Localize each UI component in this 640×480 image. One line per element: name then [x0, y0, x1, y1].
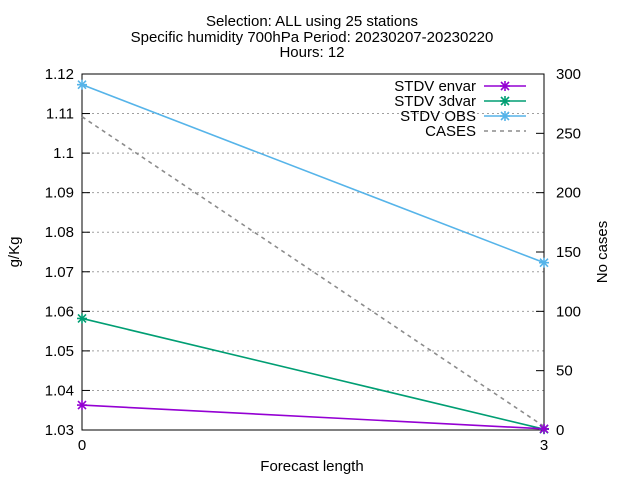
- y-tick-label: 1.03: [45, 422, 74, 439]
- y2-tick-label: 100: [556, 303, 581, 320]
- data-point-stdv-3dvar: [77, 313, 87, 324]
- y2-tick-label: 50: [556, 363, 573, 380]
- legend-marker-stdv-3dvar: [500, 96, 510, 106]
- axis-ticks: 1.03 1.04 1.05 1.06 1.07 1.08 1.09 1.1 1.11 1.12 0…: [45, 66, 581, 454]
- y-tick-label: 1.09: [45, 185, 74, 202]
- y2-tick-label: 250: [556, 125, 581, 142]
- y2-tick-label: 150: [556, 244, 581, 261]
- y-tick-label: 1.04: [45, 382, 74, 399]
- legend-marker-stdv-obs: [500, 111, 510, 121]
- x-tick-label: 3: [540, 437, 548, 454]
- y-tick-label: 1.06: [45, 303, 74, 320]
- y2-axis-label: No cases: [594, 221, 611, 284]
- data-point-stdv-envar: [539, 423, 549, 434]
- legend-label-stdv-envar: STDV envar: [394, 78, 476, 95]
- x-axis-label: Forecast length: [260, 458, 363, 475]
- y-tick-label: 1.12: [45, 66, 74, 83]
- y-tick-label: 1.08: [45, 224, 74, 241]
- data-point-stdv-obs: [77, 79, 87, 90]
- series-line-stdv-3dvar: [81, 317, 545, 430]
- legend-marker-stdv-envar: [500, 81, 510, 91]
- chart-title-line-3: Hours: 12: [279, 44, 344, 61]
- data-point-stdv-obs: [539, 257, 549, 268]
- data-point-stdv-envar: [77, 400, 87, 411]
- legend-label-cases: CASES: [425, 123, 476, 140]
- y2-tick-label: 300: [556, 66, 581, 83]
- x-tick-label: 0: [78, 437, 86, 454]
- legend-label-stdv-3dvar: STDV 3dvar: [394, 93, 476, 110]
- y-tick-label: 1.05: [45, 343, 74, 360]
- y-tick-label: 1.11: [46, 106, 74, 123]
- chart-title-line-2: Specific humidity 700hPa Period: 2023020…: [131, 29, 494, 46]
- y2-tick-label: 200: [556, 185, 581, 202]
- chart-title-line-1: Selection: ALL using 25 stations: [206, 13, 418, 30]
- y-axis-label: g/Kg: [6, 237, 23, 268]
- grid-lines: [82, 113, 544, 391]
- series-layer: [77, 79, 549, 435]
- legend-label-stdv-obs: STDV OBS: [400, 108, 476, 125]
- y2-tick-label: 0: [556, 422, 564, 439]
- y-tick-label: 1.1: [53, 145, 74, 162]
- y-tick-label: 1.07: [45, 264, 74, 281]
- series-line-stdv-envar: [81, 404, 545, 430]
- series-line-stdv-obs: [81, 83, 545, 264]
